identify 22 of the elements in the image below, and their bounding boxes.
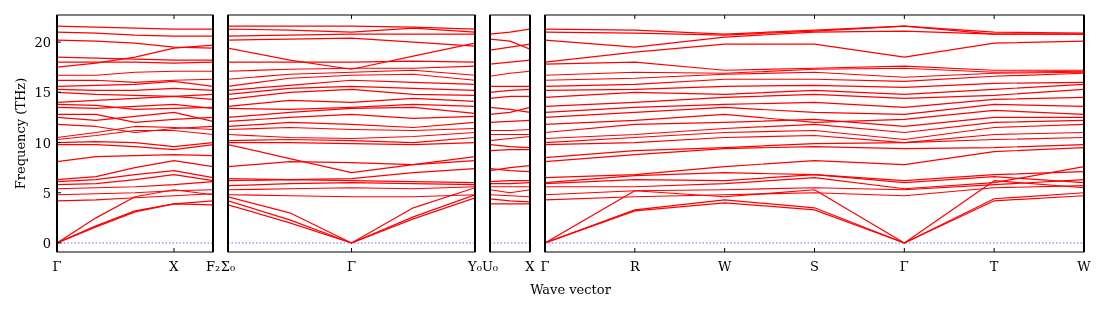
x-tick-label: X <box>169 259 180 274</box>
x-tick-label: S <box>810 259 819 274</box>
x-tick-label: R <box>629 259 641 274</box>
x-tick-label: Γ <box>346 259 357 274</box>
y-tick-label: 20 <box>34 35 51 51</box>
x-tick-label: Σ₀ <box>220 259 236 274</box>
y-tick-label: 0 <box>42 235 51 251</box>
x-tick-label: U₀ <box>481 259 499 274</box>
x-tick-label: W <box>717 259 732 274</box>
y-tick-label: 10 <box>34 135 51 151</box>
x-tick-label: Γ <box>899 259 909 274</box>
x-tick-label: F₂ <box>205 259 221 274</box>
y-tick-label: 5 <box>42 185 51 201</box>
x-tick-label: X <box>525 259 536 274</box>
x-tick-label: Γ <box>540 259 550 274</box>
y-axis-title: Frequency (THz) <box>13 77 28 190</box>
x-tick-label: Γ <box>52 259 62 274</box>
x-axis-title: Wave vector <box>530 282 612 297</box>
x-tick-label: W <box>1077 259 1092 274</box>
y-tick-label: 15 <box>34 85 51 101</box>
x-tick-label: Y₀ <box>467 259 482 274</box>
x-tick-label: T <box>989 259 999 274</box>
